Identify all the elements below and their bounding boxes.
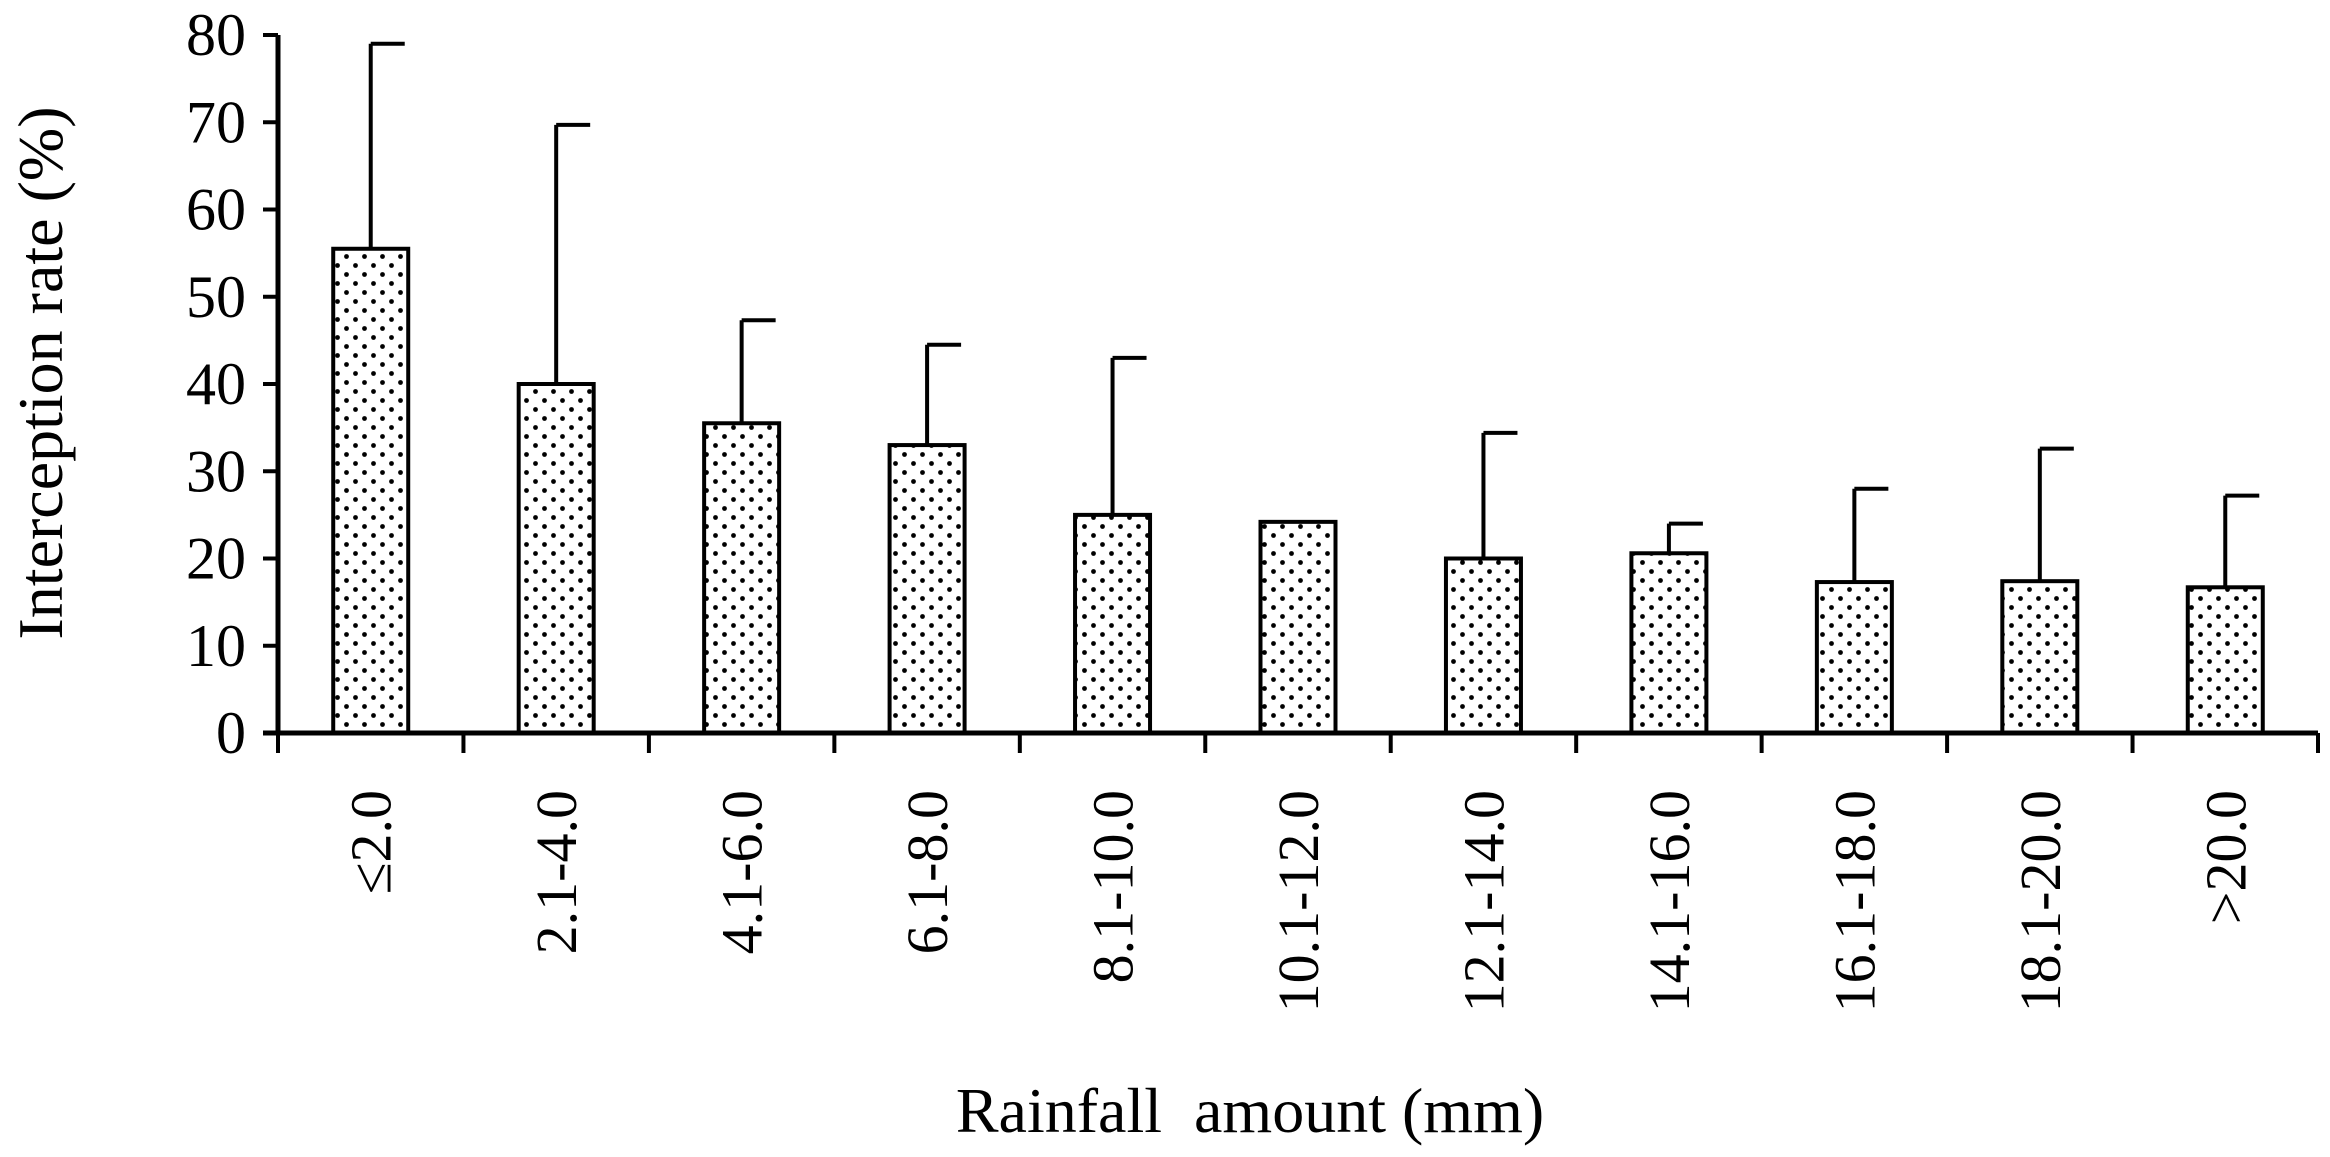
x-category-label: 6.1-8.0 (895, 790, 960, 954)
y-tick-label: 20 (186, 526, 246, 592)
y-axis-title: Interception rate (%) (5, 106, 76, 639)
bar-11 (2185, 585, 2265, 735)
x-category-label: ≤2.0 (339, 790, 404, 894)
y-tick-label: 30 (186, 438, 246, 504)
y-tick-label: 0 (216, 700, 246, 766)
y-tick-label: 60 (186, 177, 246, 243)
x-category-label: 8.1-10.0 (1081, 790, 1146, 983)
x-category-label: 4.1-6.0 (710, 790, 775, 954)
x-ticks (276, 733, 2320, 753)
x-category-label: 2.1-4.0 (524, 790, 589, 954)
y-tick-label: 10 (186, 613, 246, 679)
y-tick-label: 40 (186, 351, 246, 417)
x-category-label: 12.1-14.0 (1451, 790, 1516, 1012)
x-category-label: >20.0 (2193, 790, 2258, 924)
bar-2 (516, 382, 596, 735)
x-category-label: 10.1-12.0 (1266, 790, 1331, 1012)
x-axis: ≤2.0 2.1-4.0 4.1-6.0 6.1-8.0 8.1-10.0 10.1-12… (263, 730, 2320, 1012)
bar-5 (1073, 512, 1153, 735)
bar-6 (1258, 519, 1338, 735)
y-axis: 0 10 20 30 40 50 60 70 80 (186, 2, 281, 766)
x-category-label: 16.1-18.0 (1822, 790, 1887, 1012)
error-bar-series (368, 41, 2260, 588)
bar-series (331, 246, 2265, 736)
bar-8 (1629, 551, 1709, 736)
bar-7 (1443, 556, 1523, 735)
x-category-label: 14.1-16.0 (1637, 790, 1702, 1012)
x-axis-title: Rainfall amount (mm) (956, 1075, 1544, 1146)
bar-4 (887, 443, 967, 735)
bar-3 (702, 421, 782, 735)
bar-9 (1814, 580, 1894, 735)
bar-10 (2000, 579, 2080, 735)
y-ticks: 0 10 20 30 40 50 60 70 80 (186, 2, 278, 766)
x-category-label: 18.1-20.0 (2008, 790, 2073, 1012)
y-tick-label: 70 (186, 89, 246, 155)
y-tick-label: 50 (186, 264, 246, 330)
bar-1 (331, 246, 411, 735)
x-category-labels: ≤2.0 2.1-4.0 4.1-6.0 6.1-8.0 8.1-10.0 10.1-12… (339, 790, 2259, 1012)
y-tick-label: 80 (186, 2, 246, 68)
